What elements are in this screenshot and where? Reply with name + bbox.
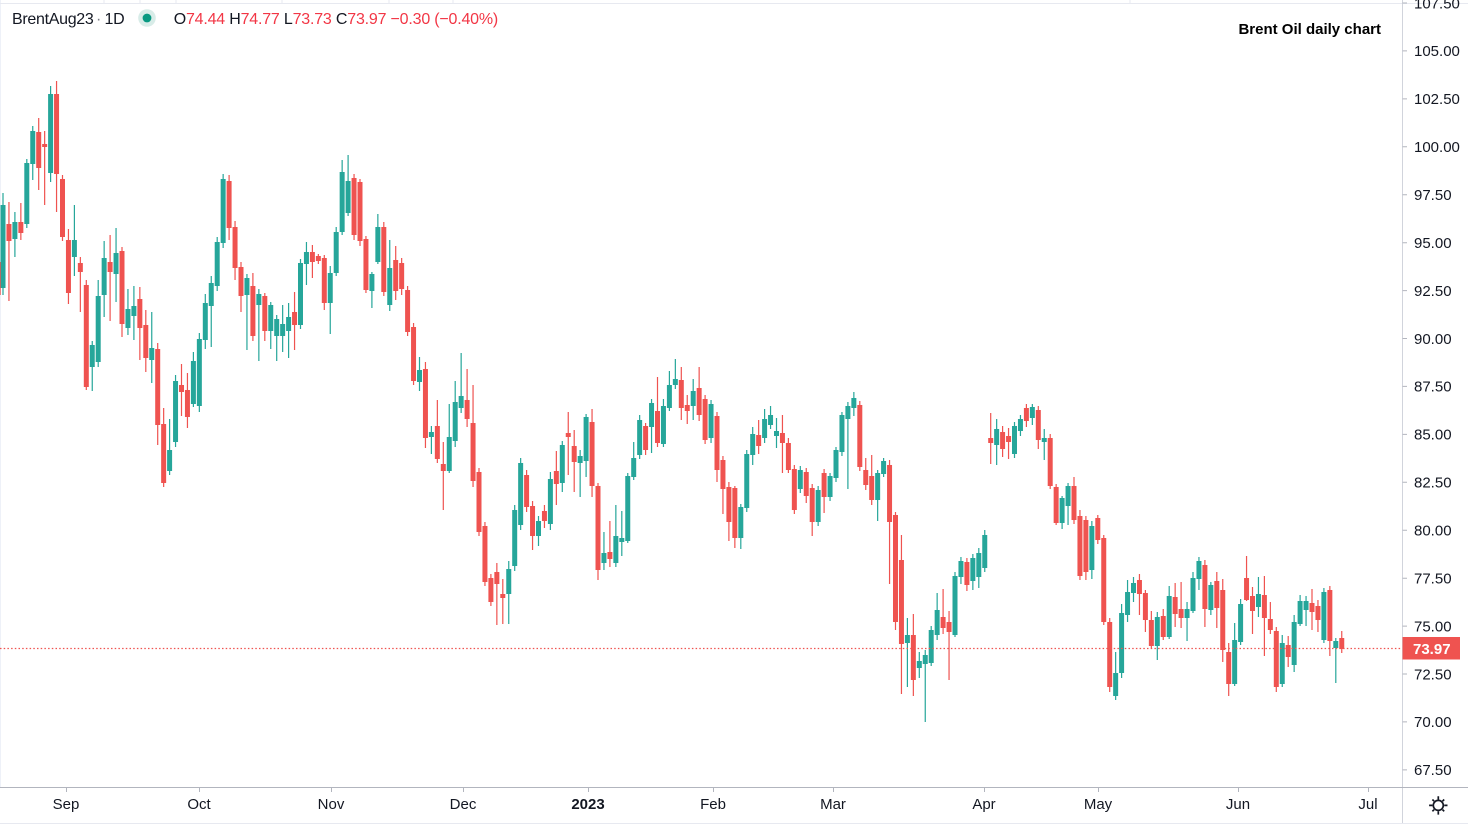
svg-text:May: May xyxy=(1084,796,1113,813)
svg-text:73.97: 73.97 xyxy=(1413,641,1451,658)
svg-text:102.50: 102.50 xyxy=(1414,91,1460,108)
svg-text:97.50: 97.50 xyxy=(1414,187,1452,204)
svg-text:Mar: Mar xyxy=(820,796,846,813)
svg-text:100.00: 100.00 xyxy=(1414,139,1460,156)
svg-text:BrentAug23·1D: BrentAug23 · 1D xyxy=(12,11,124,28)
svg-text:72.50: 72.50 xyxy=(1414,666,1452,683)
svg-text:Apr: Apr xyxy=(972,796,995,813)
svg-text:O74.44 H74.77 L73.73 C73.97 −0: O74.44 H74.77 L73.73 C73.97 −0.30 (−0.40… xyxy=(174,11,498,28)
svg-text:Brent Oil daily chart: Brent Oil daily chart xyxy=(1238,21,1381,38)
svg-text:67.50: 67.50 xyxy=(1414,762,1452,779)
svg-text:Oct: Oct xyxy=(187,796,211,813)
svg-text:85.00: 85.00 xyxy=(1414,427,1452,444)
svg-text:70.00: 70.00 xyxy=(1414,714,1452,731)
svg-text:Dec: Dec xyxy=(450,796,477,813)
svg-text:Jul: Jul xyxy=(1358,796,1377,813)
svg-text:Sep: Sep xyxy=(53,796,80,813)
svg-text:105.00: 105.00 xyxy=(1414,43,1460,60)
svg-text:92.50: 92.50 xyxy=(1414,283,1452,300)
svg-text:82.50: 82.50 xyxy=(1414,475,1452,492)
svg-text:2023: 2023 xyxy=(571,796,604,813)
svg-text:90.00: 90.00 xyxy=(1414,331,1452,348)
svg-text:75.00: 75.00 xyxy=(1414,618,1452,635)
svg-text:87.50: 87.50 xyxy=(1414,379,1452,396)
svg-text:Jun: Jun xyxy=(1226,796,1250,813)
svg-text:Feb: Feb xyxy=(700,796,726,813)
svg-text:Nov: Nov xyxy=(318,796,345,813)
svg-text:77.50: 77.50 xyxy=(1414,571,1452,588)
svg-text:107.50: 107.50 xyxy=(1414,0,1460,12)
svg-text:80.00: 80.00 xyxy=(1414,523,1452,540)
svg-text:95.00: 95.00 xyxy=(1414,235,1452,252)
